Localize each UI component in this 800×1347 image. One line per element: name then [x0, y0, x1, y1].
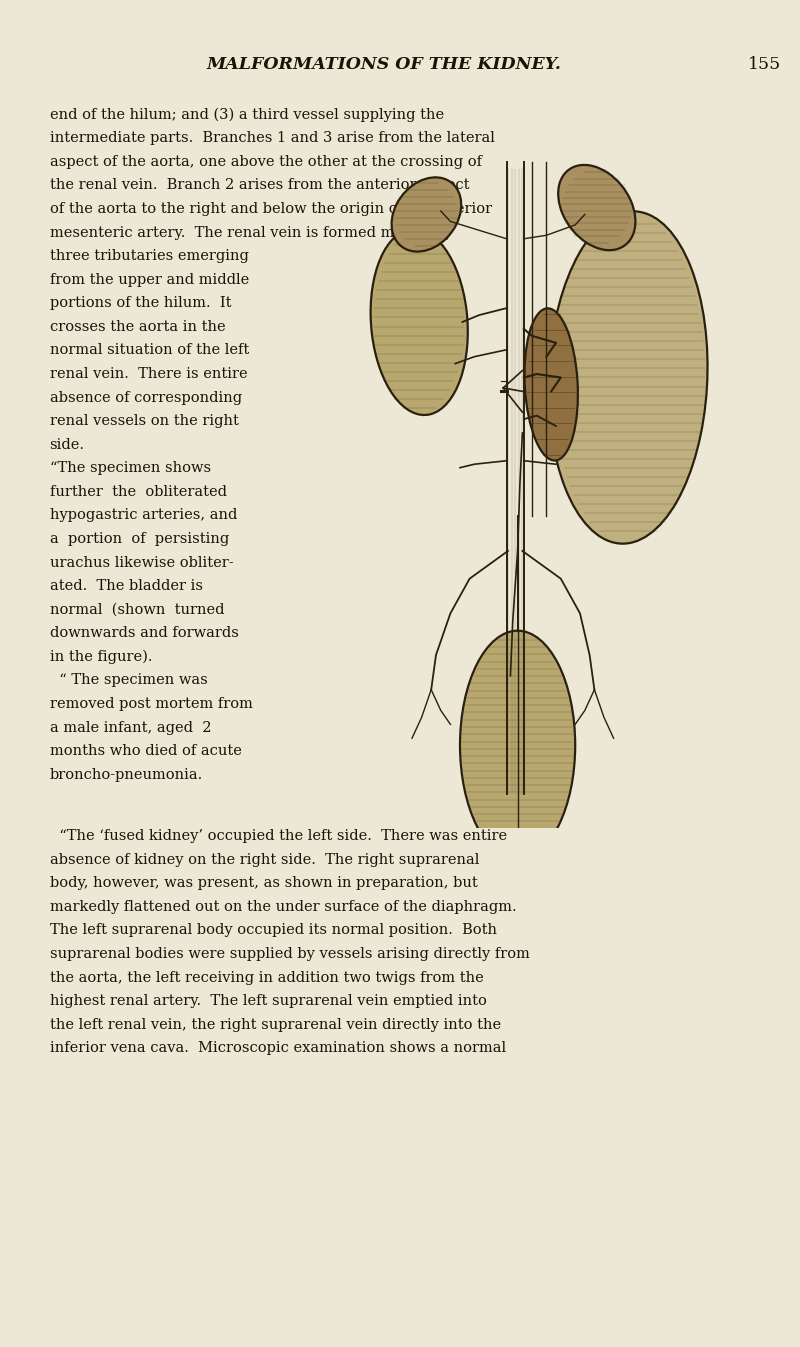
Ellipse shape — [525, 308, 578, 461]
Text: 155: 155 — [748, 57, 782, 73]
Ellipse shape — [391, 178, 462, 252]
Text: aspect of the aorta, one above the other at the crossing of: aspect of the aorta, one above the other… — [50, 155, 482, 168]
Text: Fig. 17.: Fig. 17. — [482, 803, 534, 818]
Text: “The ‘fused kidney’ occupied the left side.  There was entire: “The ‘fused kidney’ occupied the left si… — [50, 828, 506, 843]
Text: crosses the aorta in the: crosses the aorta in the — [50, 319, 226, 334]
Text: in the figure).: in the figure). — [50, 649, 152, 664]
Text: normal situation of the left: normal situation of the left — [50, 343, 249, 357]
Text: intermediate parts.  Branches 1 and 3 arise from the lateral: intermediate parts. Branches 1 and 3 ari… — [50, 132, 494, 145]
Text: renal vein.  There is entire: renal vein. There is entire — [50, 366, 247, 381]
Text: three tributaries emerging: three tributaries emerging — [50, 249, 249, 263]
Text: renal vessels on the right: renal vessels on the right — [50, 414, 238, 428]
Text: markedly flattened out on the under surface of the diaphragm.: markedly flattened out on the under surf… — [50, 900, 516, 913]
Text: “ The specimen was: “ The specimen was — [50, 674, 207, 687]
Text: highest renal artery.  The left suprarenal vein emptied into: highest renal artery. The left suprarena… — [50, 994, 486, 1008]
Text: broncho-pneumonia.: broncho-pneumonia. — [50, 768, 203, 781]
Text: normal  (shown  turned: normal (shown turned — [50, 602, 224, 617]
Text: side.: side. — [50, 438, 85, 451]
Text: suprarenal bodies were supplied by vessels arising directly from: suprarenal bodies were supplied by vesse… — [50, 947, 530, 960]
Ellipse shape — [460, 630, 575, 859]
Text: inferior vena cava.  Microscopic examination shows a normal: inferior vena cava. Microscopic examinat… — [50, 1041, 506, 1055]
Text: mesenteric artery.  The renal vein is formed mainly by: mesenteric artery. The renal vein is for… — [50, 225, 452, 240]
Text: further  the  obliterated: further the obliterated — [50, 485, 226, 498]
Text: the aorta, the left receiving in addition two twigs from the: the aorta, the left receiving in additio… — [50, 970, 483, 985]
Text: portions of the hilum.  It: portions of the hilum. It — [50, 296, 231, 310]
Text: months who died of acute: months who died of acute — [50, 744, 242, 758]
Text: MALFORMATIONS OF THE KIDNEY.: MALFORMATIONS OF THE KIDNEY. — [206, 57, 562, 73]
Text: a  portion  of  persisting: a portion of persisting — [50, 532, 229, 546]
Text: body, however, was present, as shown in preparation, but: body, however, was present, as shown in … — [50, 876, 478, 890]
Text: urachus likewise obliter-: urachus likewise obliter- — [50, 555, 234, 570]
Text: the left renal vein, the right suprarenal vein directly into the: the left renal vein, the right suprarena… — [50, 1017, 501, 1032]
Ellipse shape — [370, 229, 468, 415]
Text: of the aorta to the right and below the origin of the inferior: of the aorta to the right and below the … — [50, 202, 492, 216]
Text: end of the hilum; and (3) a third vessel supplying the: end of the hilum; and (3) a third vessel… — [50, 108, 444, 123]
Text: removed post mortem from: removed post mortem from — [50, 696, 253, 711]
Text: absence of corresponding: absence of corresponding — [50, 391, 242, 404]
Text: absence of kidney on the right side.  The right suprarenal: absence of kidney on the right side. The… — [50, 853, 479, 866]
Text: The left suprarenal body occupied its normal position.  Both: The left suprarenal body occupied its no… — [50, 923, 497, 938]
Text: from the upper and middle: from the upper and middle — [50, 272, 249, 287]
Text: ated.  The bladder is: ated. The bladder is — [50, 579, 202, 593]
Ellipse shape — [558, 164, 635, 251]
Text: downwards and forwards: downwards and forwards — [50, 626, 238, 640]
Text: “The specimen shows: “The specimen shows — [50, 461, 210, 475]
Text: a male infant, aged  2: a male infant, aged 2 — [50, 721, 211, 734]
Text: the renal vein.  Branch 2 arises from the anterior aspect: the renal vein. Branch 2 arises from the… — [50, 178, 469, 193]
Text: hypogastric arteries, and: hypogastric arteries, and — [50, 508, 237, 523]
Ellipse shape — [549, 211, 707, 544]
